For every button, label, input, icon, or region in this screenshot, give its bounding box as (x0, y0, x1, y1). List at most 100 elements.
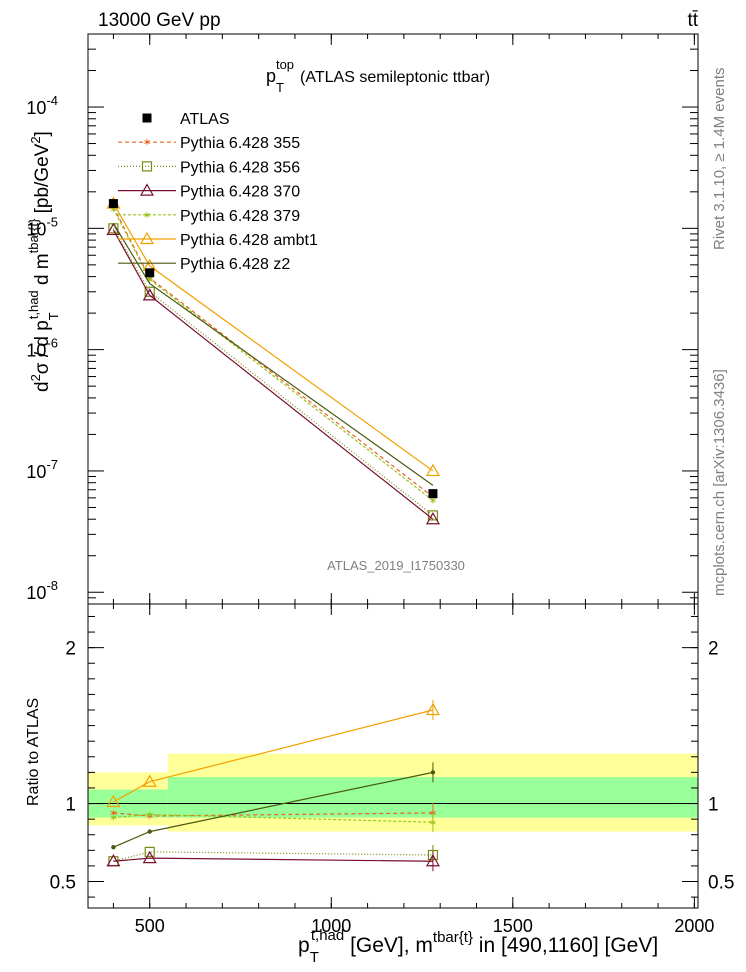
ylabel-d: d (32, 381, 53, 392)
legend-entry: Pythia 6.428 356 (118, 159, 300, 176)
ratio-line (113, 709, 434, 803)
ratio-ytick-label-right: 0.5 (708, 872, 734, 893)
data-point (428, 489, 438, 499)
data-point (425, 463, 440, 477)
main-ytick-label: 10-5 (26, 214, 58, 239)
legend-marker (141, 161, 153, 172)
ratio-line (113, 812, 433, 817)
legend-entry: Pythia 6.428 370 (118, 183, 300, 201)
ylabel-supthad: t,had (26, 290, 41, 319)
ratio-ticks: 500 1000 1500 2000 2 2 1 1 0.5 0.5 (50, 604, 734, 936)
ylabel-sup2: 2 (28, 374, 43, 381)
ytick-exp: -5 (46, 214, 58, 229)
ratio-point (425, 702, 440, 716)
data-point (144, 286, 155, 297)
title-rest: (ATLAS semileptonic ttbar) (300, 69, 490, 86)
main-series: ✶✶✶✶✶✶ (106, 196, 440, 525)
xlabel: pTt,had [GeV], mtbar{t} in [490,1160] [G… (298, 927, 658, 966)
data-point (108, 199, 118, 209)
legend-marker (139, 183, 155, 196)
legend-entry: ✶ Pythia 6.428 355 (118, 135, 300, 152)
legend-marker: ✶ (142, 210, 151, 222)
legend-marker (142, 113, 152, 123)
legend-label: Pythia 6.428 z2 (180, 256, 290, 273)
main-panel: 10-410-510-610-710-8 ✶✶✶✶✶✶ pTtop(ATLAS … (26, 33, 699, 605)
ytick-exp: -7 (46, 457, 58, 472)
ratio-series-pythia-6-428-z2 (111, 762, 436, 850)
data-point: ✶ (145, 274, 154, 286)
ratio-ytick-label-right: 2 (708, 639, 719, 660)
legend-label: Pythia 6.428 356 (180, 159, 300, 176)
legend-entry: Pythia 6.428 ambt1 (118, 231, 318, 249)
ylabel-suptbar: tbar{t} (26, 218, 41, 253)
series-line (112, 208, 434, 502)
main-ticks: 10-410-510-610-710-8 (26, 33, 698, 604)
ytick-base: 10 (26, 341, 46, 361)
ratio-line (113, 851, 433, 862)
ratio-series-pythia-6-428-ambt1 (106, 700, 440, 808)
ytick-exp: -4 (46, 93, 58, 108)
ytick-exp: -8 (46, 578, 58, 593)
ratio-line (113, 857, 433, 862)
main-series-atlas (108, 199, 438, 499)
main-ytick-label: 10-6 (26, 336, 58, 361)
xlabel-end: in [490,1160] [GeV] (473, 934, 658, 957)
main-ytick-label: 10-7 (26, 457, 58, 482)
ratio-series: ✶ ✶ ✶✶ ✶✶ (106, 700, 440, 872)
ytick-base: 10 (26, 462, 46, 482)
legend-label: Pythia 6.428 ambt1 (180, 232, 318, 249)
ratio-ytick-label: 0.5 (50, 872, 76, 893)
legend-entry: ATLAS (142, 111, 230, 128)
energy-label: 13000 GeV pp (98, 10, 221, 31)
process-label: tt̄ (687, 10, 698, 31)
ytick-exp: -6 (46, 336, 58, 351)
ytick-base: 10 (26, 98, 46, 118)
ratio-ytick-label: 2 (65, 639, 76, 660)
legend-entry: ✶ Pythia 6.428 379 (118, 208, 300, 225)
data-point (145, 268, 155, 278)
ratio-point (147, 829, 152, 834)
legend-label: Pythia 6.428 355 (180, 135, 300, 152)
ylabel-close: ] (32, 131, 53, 136)
ratio-ytick-label-right: 1 (708, 795, 719, 816)
ratio-point (144, 846, 155, 857)
data-point (142, 288, 157, 301)
xlabel-mid: [GeV], m (344, 934, 433, 957)
series-line (112, 229, 434, 520)
ratio-point (430, 770, 436, 775)
rivet-label: Rivet 3.1.10, ≥ 1.4M events (711, 68, 728, 251)
xtick-label: 1500 (493, 916, 533, 936)
ratio-series-pythia-6-428-379: ✶ ✶✶ (109, 809, 438, 833)
xlabel-subT: T (310, 949, 319, 966)
main-ytick-label: 10-8 (26, 578, 58, 603)
ratio-point: ✶ (109, 808, 118, 820)
series-line (112, 228, 434, 516)
ratio-point: ✶ (109, 813, 118, 825)
ratio-series-pythia-6-428-370 (106, 850, 440, 872)
ratio-point (106, 854, 121, 867)
ytick-base: 10 (26, 219, 46, 239)
ratio-point (106, 794, 121, 808)
xlabel-p: p (298, 934, 310, 957)
legend-label: ATLAS (180, 111, 230, 128)
ratio-line (113, 813, 433, 823)
ratio-point: ✶ (145, 811, 154, 823)
ylabel-subT: T (46, 312, 61, 320)
legend: ATLAS ✶ Pythia 6.428 355 Pythia 6.428 356 Py… (118, 111, 318, 273)
xtick-label: 2000 (674, 916, 714, 936)
series-line (112, 203, 434, 472)
main-ylabel: d2σ / d pTt,had d mtbar{t} [pb/GeV2] (26, 131, 61, 392)
ylabel-dm: d m (32, 253, 53, 290)
series-line (112, 206, 434, 498)
plot-title: pTtop (ATLAS semileptonic ttbar) (266, 57, 490, 95)
xlabel-suptbar: tbar{t} (433, 929, 473, 946)
data-point: ✶ (428, 496, 437, 508)
ratio-bands (88, 753, 698, 832)
title-p: p (266, 66, 276, 86)
xlabel-supthad: t,had (311, 927, 344, 944)
main-ytick-label: 10-4 (26, 93, 58, 118)
ylabel-units: [pb/GeV (32, 143, 53, 218)
ratio-series-pythia-6-428-356 (108, 844, 439, 867)
main-series-pythia-6-428-z2 (112, 223, 434, 486)
